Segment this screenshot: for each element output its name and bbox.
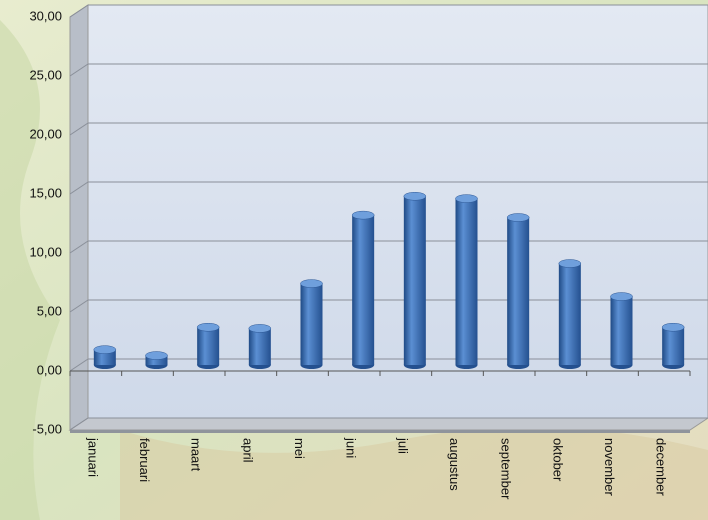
- side-wall: [69, 4, 89, 431]
- x-tick-label: april: [240, 438, 255, 463]
- grid-line-side: [69, 63, 89, 77]
- y-tick-label: 0,00: [37, 362, 62, 377]
- bar: [197, 327, 220, 365]
- x-tick-label: juni: [344, 437, 359, 458]
- grid-line-side: [69, 417, 89, 431]
- bar: [403, 196, 426, 365]
- x-tick-label: maart: [189, 438, 204, 472]
- bar-cap: [403, 192, 427, 201]
- grid-line-side: [69, 4, 89, 18]
- bar: [300, 283, 323, 365]
- y-tick-label: 25,00: [29, 67, 62, 82]
- x-tick-label: januari: [85, 437, 100, 477]
- x-tick-label: mei: [292, 438, 307, 459]
- x-tick-label: augustus: [447, 438, 462, 491]
- x-tick-label: juli: [395, 437, 410, 454]
- bar-cap: [145, 351, 168, 360]
- bar: [507, 217, 530, 365]
- x-tick-label: oktober: [550, 438, 565, 482]
- bar: [455, 198, 478, 365]
- grid-line-side: [69, 122, 89, 136]
- bar: [352, 215, 375, 365]
- bar-cap: [196, 322, 220, 332]
- map-decoration: [120, 427, 708, 520]
- floor-edge: [70, 430, 690, 433]
- bar: [662, 327, 685, 365]
- y-tick-label: 20,00: [29, 126, 62, 141]
- bar-cap: [661, 322, 685, 332]
- x-tick-label: november: [602, 438, 617, 496]
- y-tick-label: -5,00: [32, 421, 62, 436]
- x-tick-label: februari: [137, 438, 152, 482]
- x-tick-label: december: [654, 438, 669, 496]
- bar-cap: [558, 259, 582, 268]
- bar-cap: [351, 210, 375, 220]
- grid-line-side: [69, 181, 89, 195]
- bar: [93, 349, 116, 365]
- y-tick-label: 30,00: [29, 8, 62, 23]
- bar: [558, 263, 581, 365]
- map-decoration: [0, 20, 60, 520]
- bar-cap: [455, 194, 478, 203]
- bar-cap: [610, 292, 633, 301]
- bar-cap: [300, 279, 323, 288]
- floor: [68, 417, 708, 431]
- x-tick-label: september: [499, 438, 514, 500]
- bar: [248, 328, 271, 365]
- y-tick-label: 10,00: [29, 244, 62, 259]
- bar: [610, 296, 633, 365]
- bar-cap: [248, 324, 272, 333]
- y-tick-label: 15,00: [29, 185, 62, 200]
- bar: [145, 355, 168, 365]
- grid-line-side: [69, 240, 89, 254]
- bar-cap: [93, 345, 117, 354]
- grid-line-side: [69, 299, 89, 313]
- y-tick-label: 5,00: [37, 303, 62, 318]
- bar-cap: [506, 213, 530, 222]
- grid-line-side: [69, 358, 89, 372]
